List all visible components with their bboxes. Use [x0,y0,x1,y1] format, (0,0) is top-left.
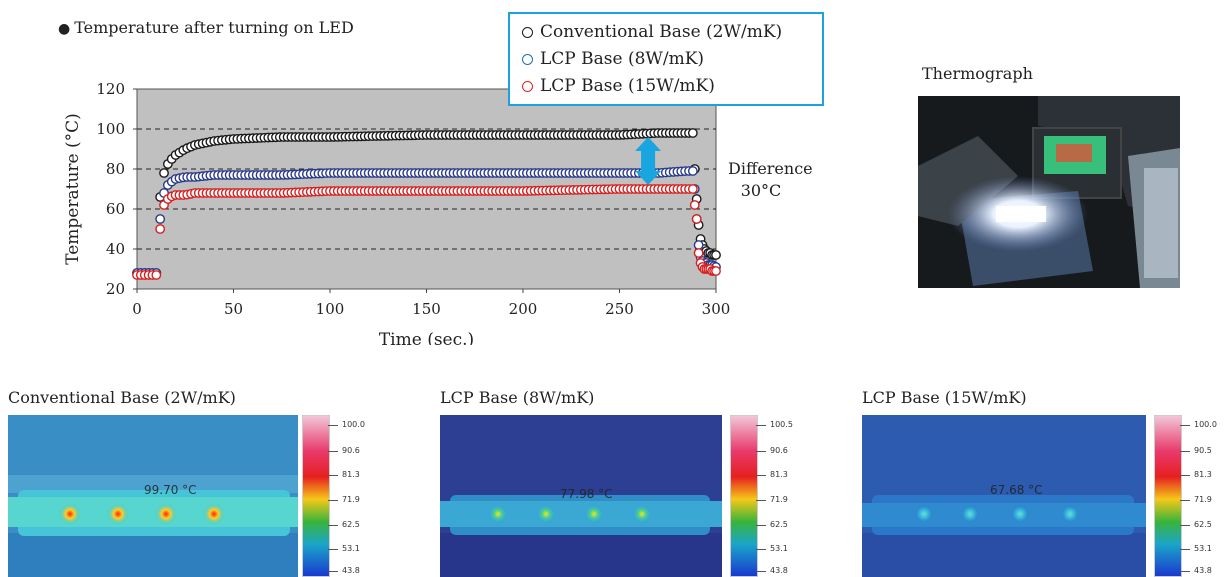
scale-label: 53.1 [770,544,788,553]
legend-item-lcp-8: LCP Base (8W/mK) [522,49,704,69]
color-scale-bar [730,415,758,577]
difference-annotation: Difference 30°C [728,159,813,200]
data-point [155,224,166,234]
chart-heading: ● Temperature after turning on LED [58,18,354,37]
thermal-panel-title: LCP Base (8W/mK) [440,388,595,407]
thermal-panel-title: Conventional Base (2W/mK) [8,388,236,407]
x-tick-label: 100 [316,300,345,318]
scale-tick [1180,571,1190,572]
scale-tick [1180,500,1190,501]
scale-tick [328,451,338,452]
x-tick-label: 50 [224,300,243,318]
scale-label: 71.9 [1194,495,1212,504]
x-tick-label: 0 [132,300,142,318]
scale-tick [1180,525,1190,526]
scale-tick [756,500,766,501]
scale-tick [756,525,766,526]
y-tick-label: 100 [96,120,125,138]
bullet-icon: ● [58,21,71,37]
thermal-panel-title: LCP Base (15W/mK) [862,388,1027,407]
difference-arrow-icon [635,137,662,185]
scale-label: 90.6 [770,446,788,455]
scale-label: 71.9 [342,495,360,504]
color-scale-bar [302,415,330,577]
data-point [689,200,700,210]
thermal-image-lcp-8: 77.98 °C 100.5 90.6 81.3 71.9 62.5 53.1 … [440,415,820,577]
x-tick-label: 150 [412,300,441,318]
scale-label: 62.5 [770,520,788,529]
scale-label: 100.5 [770,420,793,429]
legend-marker-icon [522,26,533,38]
data-point [711,250,721,260]
color-scale: 100.0 90.6 81.3 71.9 62.5 53.1 43.8 [300,415,398,577]
scale-label: 90.5 [1194,446,1212,455]
scale-tick [756,571,766,572]
x-axis-label: Time (sec.) [379,330,474,345]
y-tick-label: 120 [96,80,125,98]
scale-tick [1180,425,1190,426]
data-point [691,214,702,224]
data-point [159,168,169,178]
scale-tick [328,571,338,572]
scale-tick [328,549,338,550]
scale-label: 43.8 [1194,566,1212,575]
x-tick-label: 300 [702,300,731,318]
max-temperature-reading: 67.68 °C [990,483,1043,497]
color-scale: 100.0 90.5 81.3 71.9 62.5 53.1 43.8 [1152,415,1231,577]
scale-tick [328,525,338,526]
thermograph-title: Thermograph [922,64,1033,83]
scale-label: 43.8 [770,566,788,575]
y-tick-label: 40 [106,240,125,258]
y-tick-label: 80 [106,160,125,178]
scale-tick [1180,549,1190,550]
scale-tick [756,451,766,452]
x-tick-label: 250 [605,300,634,318]
scale-tick [328,500,338,501]
max-temperature-reading: 99.70 °C [144,483,197,497]
scale-label: 100.0 [342,420,365,429]
scale-label: 62.5 [342,520,360,529]
legend-marker-icon [522,80,533,92]
scale-label: 43.8 [342,566,360,575]
legend-marker-icon [522,53,533,65]
data-point [687,184,698,194]
scale-tick [1180,475,1190,476]
y-tick-label: 60 [106,200,125,218]
scale-tick [756,425,766,426]
scale-label: 81.3 [1194,470,1212,479]
y-axis-label: Temperature (°C) [63,113,83,265]
x-tick-label: 200 [509,300,538,318]
data-point [155,214,166,224]
thermal-image-conventional: 99.70 °C 100.0 90.6 81.3 71.9 62.5 53.1 … [8,415,398,577]
data-point [687,128,698,138]
scale-tick [756,549,766,550]
legend-item-conventional: Conventional Base (2W/mK) [522,22,782,42]
data-point [151,270,162,280]
data-point [711,266,721,276]
color-scale-bar [1154,415,1182,577]
scale-label: 100.0 [1194,420,1217,429]
scale-label: 53.1 [1194,544,1212,553]
scale-label: 53.1 [342,544,360,553]
temperature-chart: 20 40 60 80 100 120 0 50 100 150 200 250 300 Time (se… [63,80,731,345]
data-point [687,166,698,176]
scale-label: 81.3 [342,470,360,479]
thermograph-photo [918,96,1180,288]
data-point [693,248,704,258]
scale-label: 81.3 [770,470,788,479]
scale-tick [756,475,766,476]
thermal-image-lcp-15: 67.68 °C 100.0 90.5 81.3 71.9 62.5 53.1 … [862,415,1231,577]
max-temperature-reading: 77.98 °C [560,487,613,501]
y-tick-label: 20 [106,280,125,298]
scale-tick [328,425,338,426]
scale-label: 71.9 [770,495,788,504]
scale-tick [1180,451,1190,452]
color-scale: 100.5 90.6 81.3 71.9 62.5 53.1 43.8 [728,415,820,577]
legend-item-lcp-15: LCP Base (15W/mK) [522,76,715,96]
data-point [693,240,704,250]
chart-legend: Conventional Base (2W/mK) LCP Base (8W/m… [508,12,824,106]
scale-tick [328,475,338,476]
scale-label: 62.5 [1194,520,1212,529]
scale-label: 90.6 [342,446,360,455]
